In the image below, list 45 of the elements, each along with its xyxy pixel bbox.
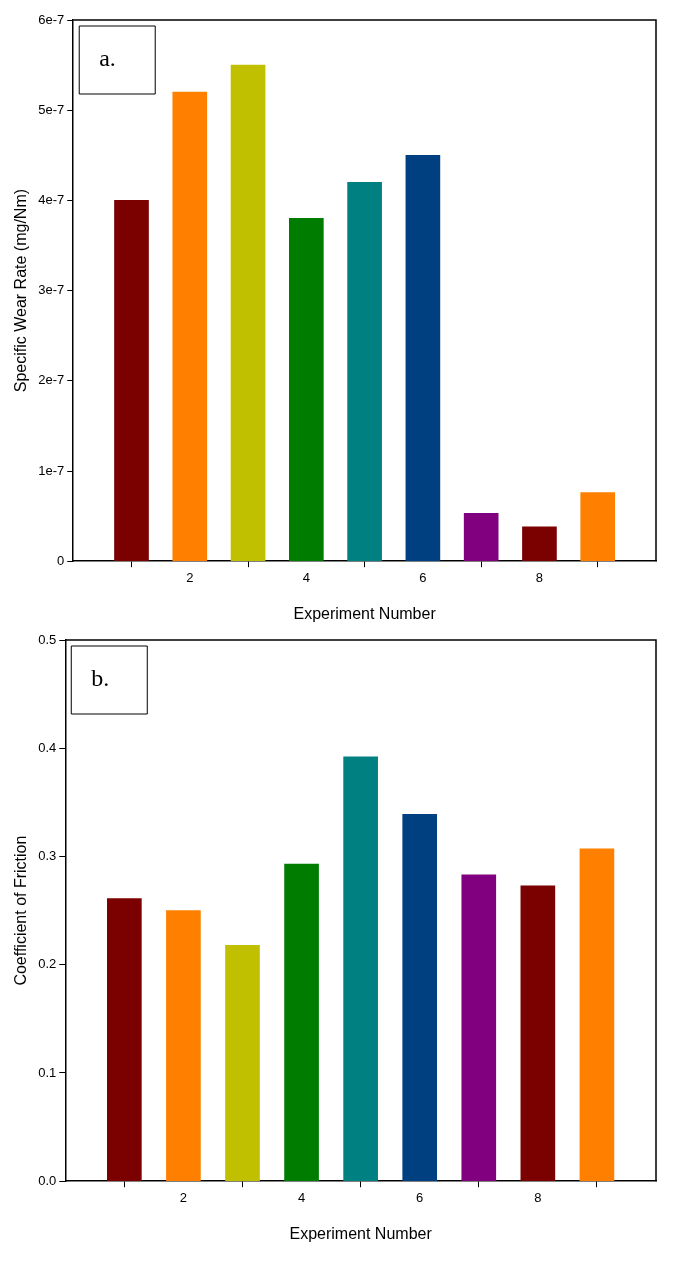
y-tick-label: 0.3	[38, 848, 57, 864]
x-tick-label: 4	[297, 1189, 306, 1205]
bar	[520, 885, 556, 1182]
annotation: a.	[99, 45, 116, 72]
y-tick-label: 0.2	[38, 956, 57, 972]
bar	[405, 154, 441, 562]
bar	[284, 863, 319, 1182]
bar	[343, 756, 378, 1182]
bar	[289, 218, 324, 562]
x-tick-label: 2	[179, 1189, 188, 1205]
annotation: b.	[91, 665, 110, 692]
x-tick-label: 8	[534, 1189, 542, 1205]
bar	[166, 910, 201, 1182]
bar	[347, 182, 382, 562]
y-tick-label: 0.4	[38, 739, 57, 755]
y-tick-label: 2e-7	[38, 372, 65, 388]
y-tick-label: 0	[56, 552, 65, 568]
x-tick-label: 2	[186, 569, 194, 585]
y-tick-label: 6e-7	[38, 11, 65, 27]
bar	[463, 513, 499, 562]
y-tick-label: 1e-7	[38, 462, 65, 478]
y-tick-label: 4e-7	[38, 191, 65, 207]
x-tick-label: 6	[419, 569, 427, 585]
x-tick-label: 8	[535, 569, 544, 585]
bar	[172, 91, 208, 562]
bar	[580, 492, 616, 562]
y-tick-label: 5e-7	[38, 101, 65, 117]
y-tick-label: 0.5	[38, 631, 57, 647]
bar	[114, 200, 149, 562]
y-axis-title: Coefficient of Friction	[12, 835, 30, 986]
x-tick-label: 6	[416, 1189, 424, 1205]
bar	[461, 874, 497, 1182]
bar	[579, 848, 615, 1182]
bar	[225, 944, 260, 1182]
y-tick-label: 0.1	[38, 1064, 57, 1080]
y-axis-title: Specific Wear Rate (mg/Nm)	[12, 188, 30, 393]
x-tick-label: 4	[302, 569, 310, 585]
y-tick-label: 0.0	[38, 1172, 57, 1188]
bar	[107, 898, 142, 1182]
x-axis-title: Experiment Number	[289, 1224, 433, 1242]
y-tick-label: 3e-7	[38, 282, 65, 298]
bar	[522, 526, 557, 562]
x-axis-title: Experiment Number	[293, 604, 437, 622]
bar	[230, 64, 266, 562]
bar	[402, 813, 438, 1182]
